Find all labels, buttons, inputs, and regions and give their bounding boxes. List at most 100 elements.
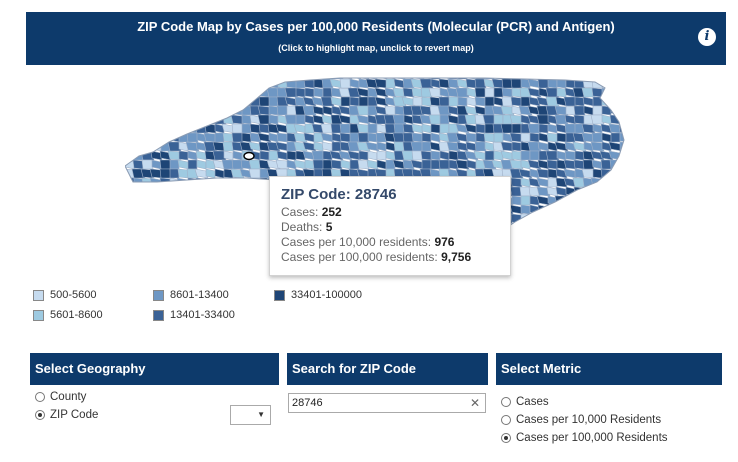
zip-region[interactable] [213, 186, 226, 197]
zip-region[interactable] [259, 186, 270, 197]
zip-region[interactable] [313, 87, 324, 98]
zip-region[interactable] [591, 204, 604, 215]
zip-region[interactable] [125, 204, 135, 215]
zip-region[interactable] [582, 232, 595, 235]
zip-region[interactable] [609, 186, 622, 197]
zip-region[interactable] [158, 123, 173, 134]
zip-region[interactable] [339, 132, 352, 143]
zip-region[interactable] [536, 186, 551, 197]
zip-region[interactable] [204, 177, 217, 188]
zip-region[interactable] [529, 232, 540, 235]
zip-region[interactable] [196, 232, 207, 235]
zip-region[interactable] [384, 105, 397, 116]
zip-region[interactable] [349, 96, 360, 107]
zip-region[interactable] [203, 195, 218, 206]
zip-region[interactable] [617, 213, 630, 224]
zip-region[interactable] [204, 186, 217, 197]
zip-region[interactable] [511, 150, 522, 161]
zip-region[interactable] [358, 96, 369, 107]
zip-region[interactable] [177, 159, 190, 170]
zip-region[interactable] [125, 195, 135, 206]
radio-county[interactable]: County [35, 391, 86, 403]
zip-region[interactable] [286, 150, 297, 161]
zip-region[interactable] [519, 87, 532, 98]
zip-region[interactable] [196, 105, 207, 116]
zip-region[interactable] [195, 87, 208, 98]
zip-region[interactable] [286, 70, 297, 80]
legend-item-2[interactable]: 5601-8600 [33, 309, 103, 321]
zip-region[interactable] [204, 123, 217, 134]
zip-region[interactable] [511, 141, 522, 152]
zip-region[interactable] [554, 213, 569, 224]
zip-region[interactable] [608, 204, 623, 215]
zip-region[interactable] [421, 123, 432, 134]
zip-region[interactable] [628, 142, 630, 151]
zip-region[interactable] [231, 87, 244, 98]
zip-region[interactable] [214, 177, 225, 188]
zip-region[interactable] [150, 213, 163, 224]
zip-region[interactable] [304, 70, 315, 80]
zip-region[interactable] [268, 105, 279, 116]
zip-region[interactable] [131, 195, 146, 206]
zip-region[interactable] [167, 123, 182, 134]
zip-region[interactable] [593, 232, 602, 235]
zip-region[interactable] [475, 132, 486, 143]
zip-region[interactable] [600, 204, 613, 215]
zip-region[interactable] [131, 132, 146, 143]
zip-region[interactable] [358, 150, 369, 161]
zip-region[interactable] [277, 70, 288, 80]
zip-region[interactable] [510, 96, 523, 107]
zip-region[interactable] [125, 105, 135, 116]
zip-region[interactable] [564, 204, 577, 215]
zip-region[interactable] [196, 96, 207, 107]
zip-region[interactable] [628, 106, 630, 115]
zip-region[interactable] [204, 70, 217, 80]
zip-region[interactable] [125, 96, 136, 107]
zip-region[interactable] [520, 177, 531, 188]
zip-region[interactable] [158, 213, 173, 224]
zip-region[interactable] [177, 222, 190, 232]
zip-search-input[interactable]: 28746 ✕ [288, 393, 486, 413]
zip-region[interactable] [421, 96, 432, 107]
zip-region[interactable] [608, 96, 623, 107]
zip-region[interactable] [330, 159, 343, 170]
zip-region[interactable] [221, 186, 236, 197]
zip-region[interactable] [196, 159, 207, 170]
zip-region[interactable] [591, 222, 604, 232]
zip-region[interactable] [150, 96, 163, 107]
zip-region[interactable] [555, 232, 568, 235]
zip-region[interactable] [547, 78, 558, 89]
zip-region[interactable] [293, 159, 308, 170]
zip-region[interactable] [538, 222, 549, 232]
zip-region[interactable] [349, 159, 360, 170]
zip-region[interactable] [141, 159, 154, 170]
zip-region[interactable] [140, 222, 155, 232]
zip-region[interactable] [419, 78, 434, 89]
zip-region[interactable] [510, 177, 523, 188]
zip-region[interactable] [241, 222, 252, 232]
zip-region[interactable] [185, 186, 200, 197]
zip-region[interactable] [628, 124, 630, 133]
zip-region[interactable] [591, 186, 604, 197]
zip-region[interactable] [617, 222, 630, 232]
zip-region[interactable] [167, 222, 182, 232]
zip-region[interactable] [249, 232, 262, 235]
zip-region[interactable] [629, 178, 630, 187]
zip-region[interactable] [141, 195, 154, 206]
zip-region[interactable] [131, 123, 146, 134]
zip-region[interactable] [555, 168, 568, 179]
zip-region[interactable] [466, 96, 477, 107]
zip-region[interactable] [465, 132, 478, 143]
zip-region[interactable] [546, 70, 559, 80]
zip-region[interactable] [149, 222, 164, 232]
zip-region[interactable] [249, 186, 262, 197]
zip-region[interactable] [581, 168, 596, 179]
zip-region[interactable] [141, 87, 154, 98]
zip-region[interactable] [187, 105, 198, 116]
zip-region[interactable] [125, 150, 135, 161]
zip-region[interactable] [268, 132, 279, 143]
zip-region[interactable] [536, 114, 551, 125]
zip-region[interactable] [421, 132, 432, 143]
zip-region[interactable] [573, 213, 586, 224]
zip-region[interactable] [140, 132, 155, 143]
